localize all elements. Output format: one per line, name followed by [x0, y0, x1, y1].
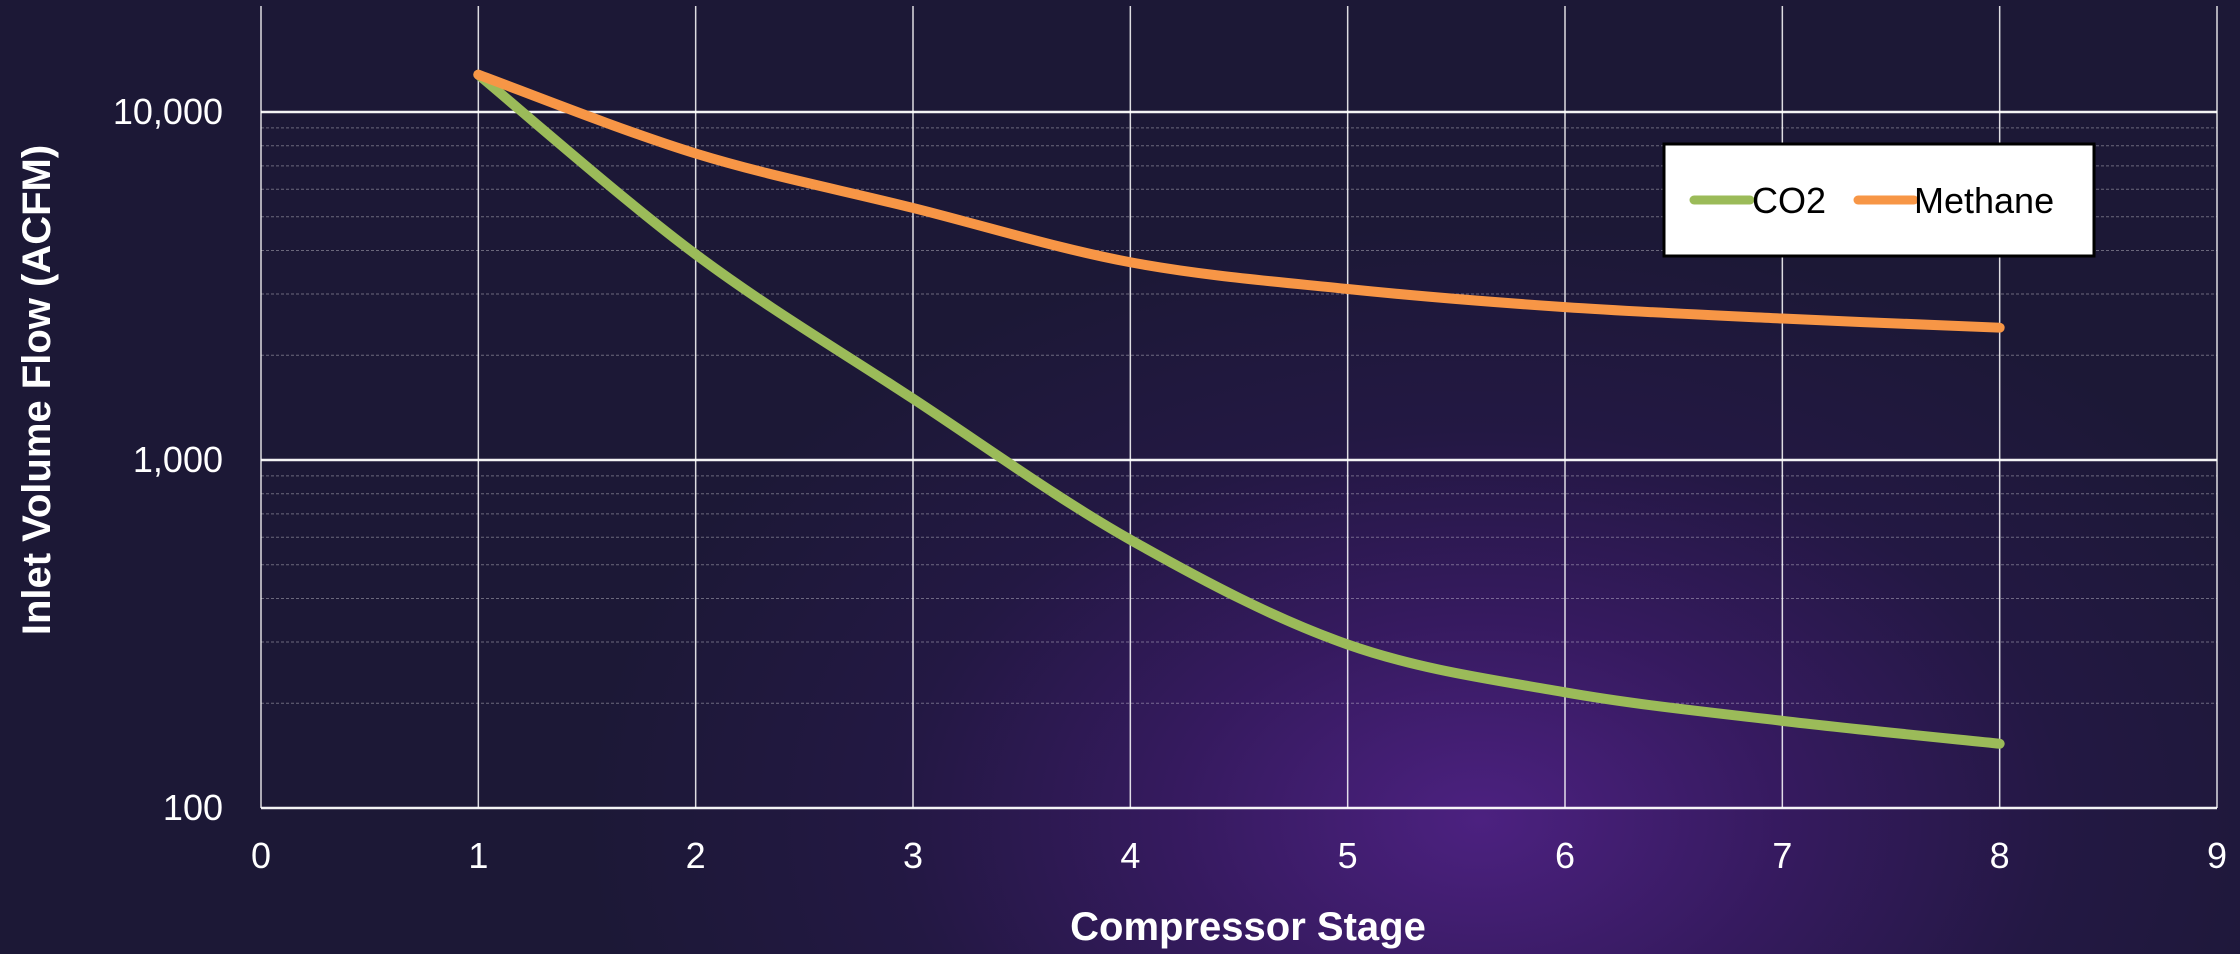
x-tick-label-6: 6 — [1555, 835, 1575, 876]
legend-label-co2: CO2 — [1752, 180, 1826, 221]
x-axis-tick-labels: 0 1 2 3 4 5 6 7 8 9 — [251, 835, 2227, 876]
legend-label-methane: Methane — [1914, 180, 2054, 221]
x-tick-label-8: 8 — [1990, 835, 2010, 876]
x-tick-label-4: 4 — [1120, 835, 1140, 876]
x-tick-label-3: 3 — [903, 835, 923, 876]
x-tick-label-1: 1 — [468, 835, 488, 876]
y-tick-label-1: 1,000 — [133, 439, 223, 480]
legend: CO2 Methane — [1662, 142, 2096, 258]
y-axis-title: Inlet Volume Flow (ACFM) — [15, 145, 59, 635]
x-tick-label-2: 2 — [686, 835, 706, 876]
x-tick-label-0: 0 — [251, 835, 271, 876]
y-tick-label-0: 100 — [163, 787, 223, 828]
series-line-co2 — [473, 69, 2005, 749]
series-line-methane — [473, 69, 2005, 333]
x-tick-label-7: 7 — [1772, 835, 1792, 876]
series-lines — [473, 69, 2005, 749]
x-axis-title: Compressor Stage — [1070, 905, 1426, 949]
y-tick-label-2: 10,000 — [113, 91, 223, 132]
major-gridlines — [260, 6, 2218, 810]
x-tick-label-9: 9 — [2207, 835, 2227, 876]
y-axis-tick-labels: 100 1,000 10,000 — [113, 91, 223, 828]
x-tick-label-5: 5 — [1338, 835, 1358, 876]
